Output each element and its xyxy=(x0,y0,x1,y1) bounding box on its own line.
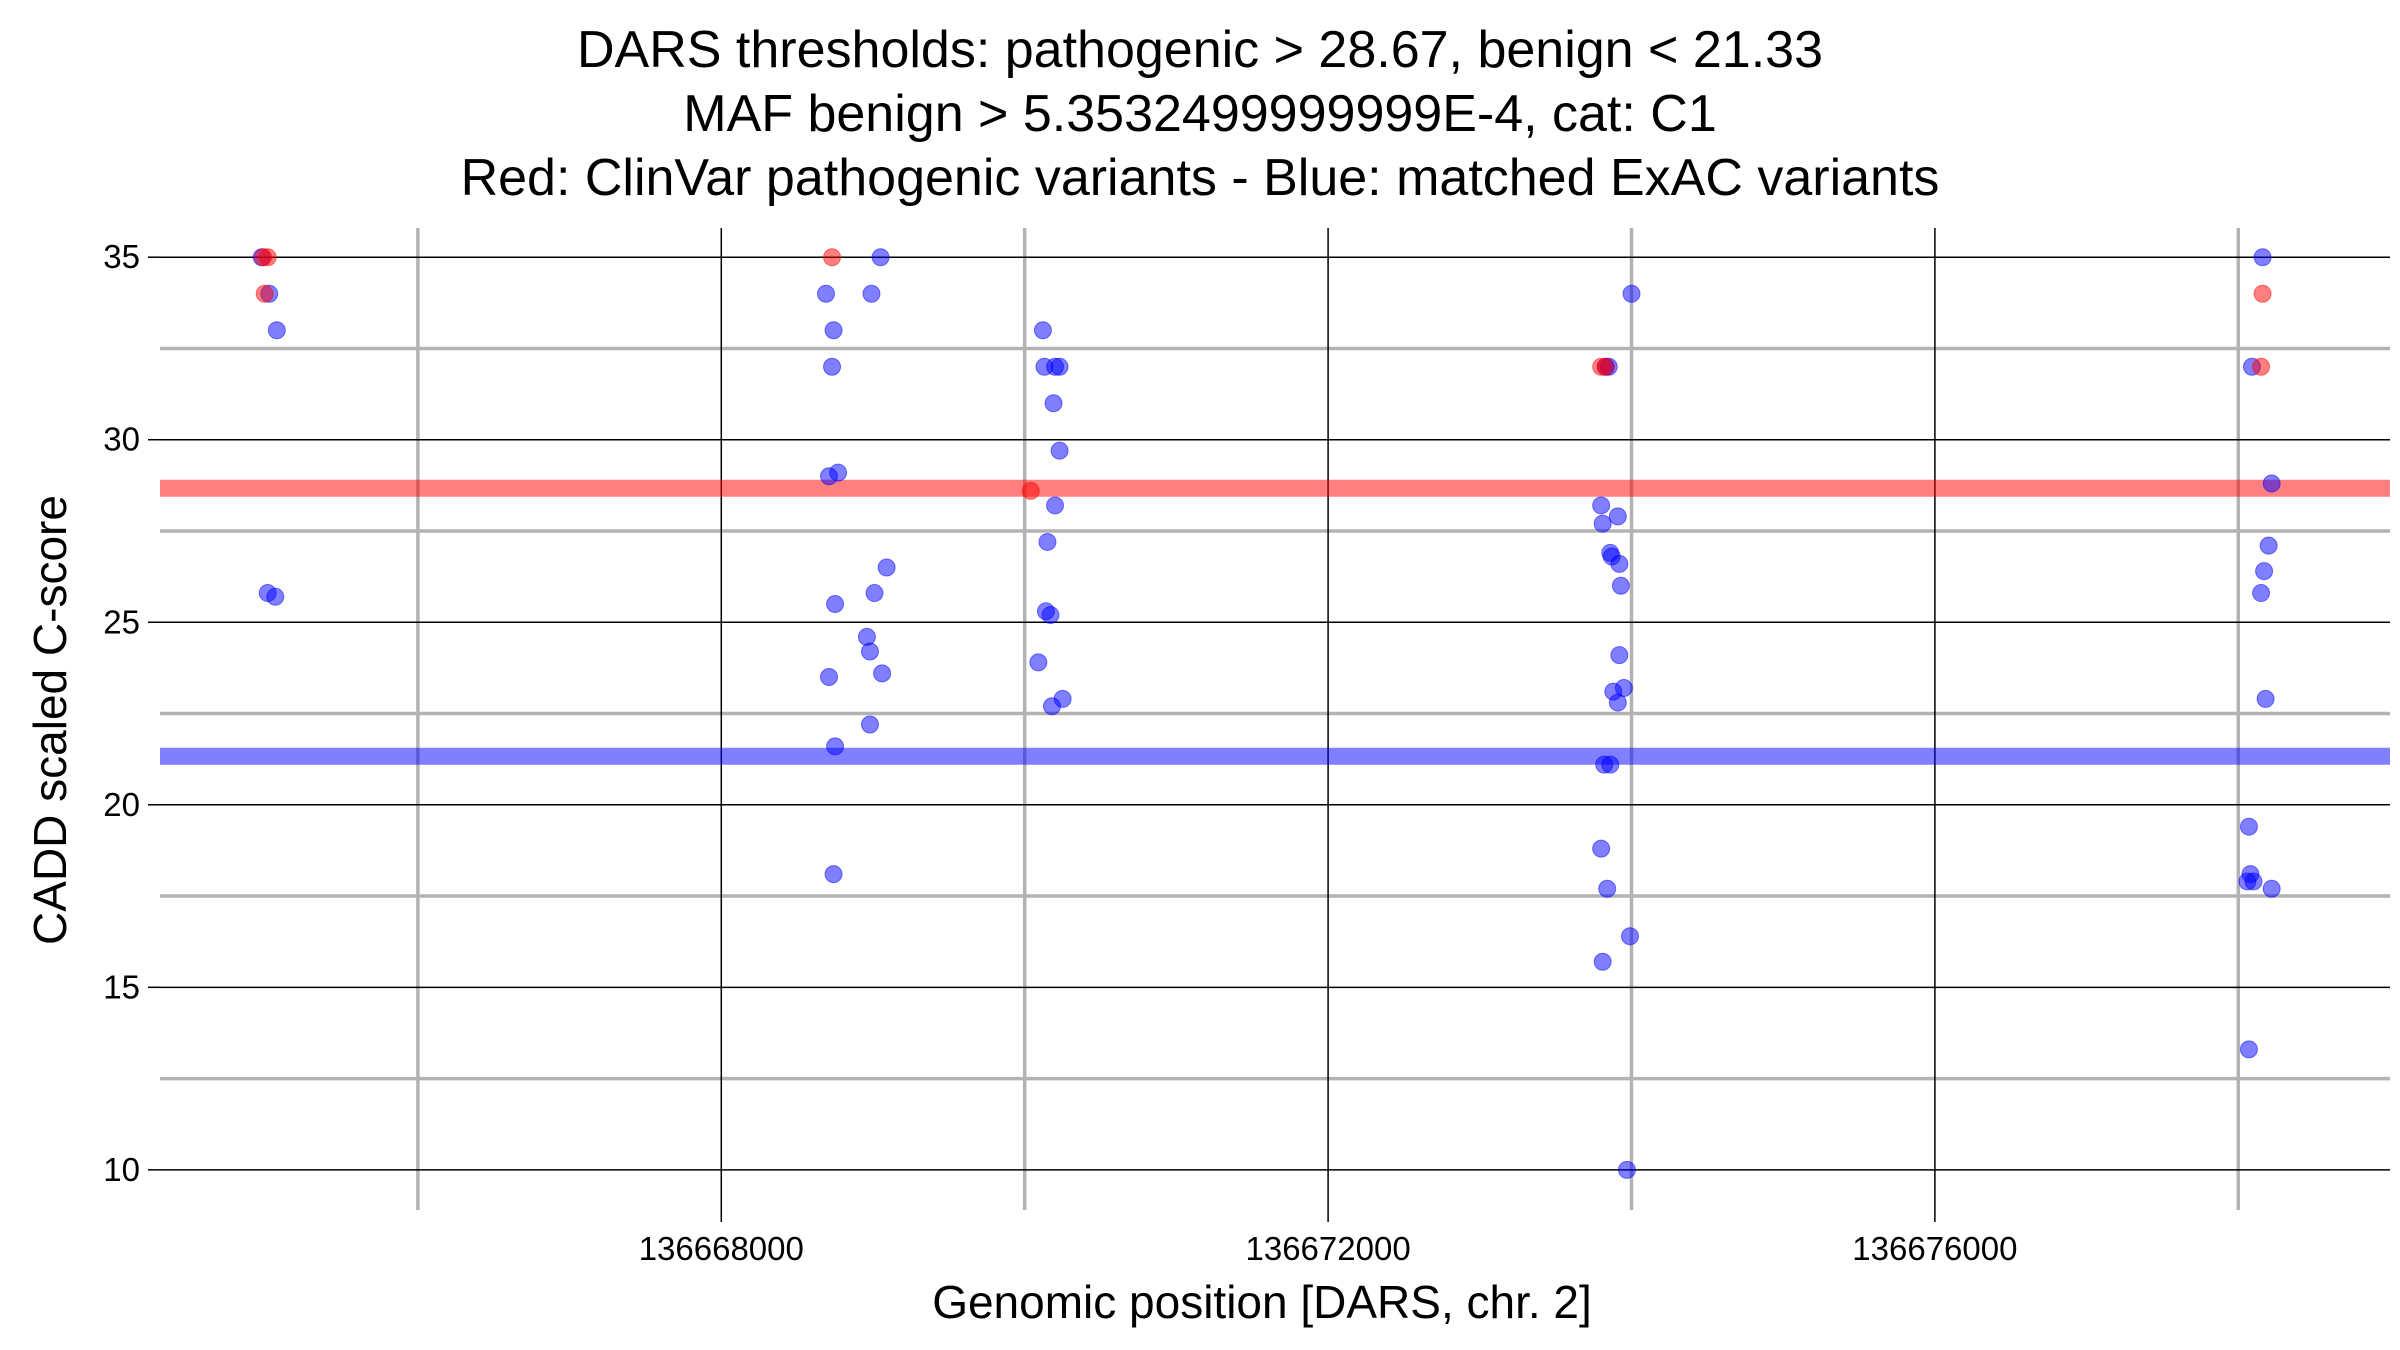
chart-title-line-1: DARS thresholds: pathogenic > 28.67, ben… xyxy=(577,21,1823,79)
exac-point xyxy=(1050,441,1069,460)
threshold-lines xyxy=(160,479,2390,765)
exac-point xyxy=(1046,496,1065,515)
clinvar-point xyxy=(1596,357,1615,376)
axis-ticks: 10 15 20 25 30 35 136668000 136672000 136676000 xyxy=(103,238,2017,1267)
exac-point xyxy=(1592,839,1611,858)
exac-point xyxy=(824,865,843,884)
exac-point xyxy=(1601,755,1620,774)
exac-point xyxy=(1043,697,1061,716)
exac-point xyxy=(1041,605,1060,624)
exac-point xyxy=(2256,689,2275,708)
data-points xyxy=(252,248,2281,1179)
exac-point xyxy=(2262,474,2281,493)
x-tick-label: 136668000 xyxy=(639,1230,804,1267)
exac-point xyxy=(1592,496,1611,515)
exac-point xyxy=(877,558,896,577)
clinvar-point xyxy=(258,248,277,267)
y-axis-title: CADD scaled C-score xyxy=(24,495,76,945)
exac-point xyxy=(1620,927,1639,946)
exac-point xyxy=(1038,532,1057,551)
clinvar-point xyxy=(2252,357,2271,376)
exac-point xyxy=(871,248,890,267)
exac-point xyxy=(1610,554,1629,573)
exac-point xyxy=(2252,584,2271,603)
exac-point xyxy=(1050,357,1069,376)
exac-point xyxy=(2239,817,2258,836)
y-tick-label: 15 xyxy=(103,968,140,1005)
clinvar-point xyxy=(2253,284,2272,303)
exac-point xyxy=(816,284,835,303)
exac-point xyxy=(267,321,286,340)
exac-point xyxy=(2262,879,2281,898)
exac-point xyxy=(2259,536,2278,555)
exac-point xyxy=(862,284,881,303)
x-tick-label: 136676000 xyxy=(1852,1230,2017,1267)
exac-point xyxy=(2253,248,2272,267)
clinvar-point xyxy=(1021,481,1040,500)
y-tick-label: 35 xyxy=(103,238,140,275)
x-tick-label: 136672000 xyxy=(1246,1230,1411,1267)
exac-point xyxy=(1044,394,1063,413)
exac-point xyxy=(823,357,842,376)
exac-point xyxy=(1593,514,1612,533)
exac-point xyxy=(1033,321,1052,340)
exac-point xyxy=(824,321,843,340)
exac-point xyxy=(2239,1040,2258,1059)
exac-point xyxy=(1598,879,1617,898)
exac-point xyxy=(826,595,845,614)
chart-title-line-2: MAF benign > 5.3532499999999E-4, cat: C1 xyxy=(683,85,1717,143)
exac-point xyxy=(1608,507,1627,526)
exac-point xyxy=(860,715,879,734)
exac-point xyxy=(873,664,892,683)
exac-point xyxy=(826,737,845,756)
exac-point xyxy=(1617,1160,1636,1179)
exac-point xyxy=(860,642,879,661)
grid xyxy=(160,228,2390,1210)
clinvar-point xyxy=(823,248,842,267)
exac-point xyxy=(2255,562,2274,581)
clinvar-point xyxy=(255,284,274,303)
exac-point xyxy=(1029,653,1048,672)
exac-point xyxy=(1622,284,1641,303)
chart-title-line-3: Red: ClinVar pathogenic variants - Blue:… xyxy=(460,149,1940,207)
exac-point xyxy=(857,627,876,646)
y-tick-label: 25 xyxy=(103,603,140,640)
exac-point xyxy=(865,584,884,603)
exac-point xyxy=(1611,576,1630,595)
y-tick-label: 20 xyxy=(103,786,140,823)
exac-point xyxy=(2244,872,2263,891)
exac-point xyxy=(1608,693,1627,712)
exac-point xyxy=(820,668,838,687)
y-tick-label: 30 xyxy=(103,421,140,458)
y-tick-label: 10 xyxy=(103,1151,140,1188)
exac-point xyxy=(1593,952,1612,971)
x-axis-title: Genomic position [DARS, chr. 2] xyxy=(932,1276,1592,1328)
exac-point xyxy=(266,587,285,606)
exac-point xyxy=(1610,646,1629,665)
exac-point xyxy=(829,463,848,482)
